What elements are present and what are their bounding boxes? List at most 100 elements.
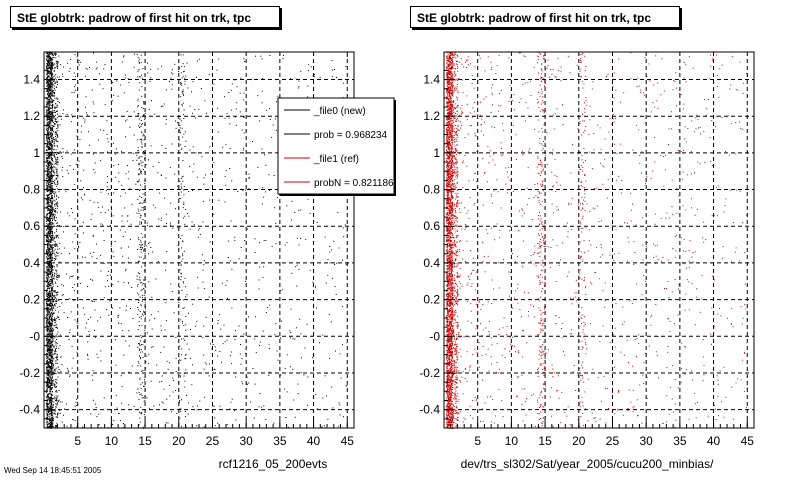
data-point <box>143 294 145 296</box>
data-point <box>48 407 50 409</box>
data-point <box>133 111 135 113</box>
data-point <box>50 231 51 233</box>
data-point <box>448 410 450 412</box>
data-point <box>52 154 54 156</box>
data-point <box>49 171 51 173</box>
data-point <box>189 149 191 151</box>
data-point <box>74 54 76 56</box>
data-point <box>51 341 53 343</box>
data-point <box>46 197 48 199</box>
data-point <box>184 357 186 359</box>
data-point <box>306 404 308 406</box>
data-point <box>217 355 219 357</box>
data-point <box>53 172 55 173</box>
data-point <box>76 101 78 103</box>
data-point <box>47 129 49 131</box>
data-point <box>46 59 48 61</box>
data-point <box>46 122 48 124</box>
data-point <box>49 196 51 198</box>
data-point <box>51 150 52 152</box>
data-point <box>115 176 117 178</box>
data-point <box>62 166 64 168</box>
data-point <box>52 426 54 428</box>
data-point <box>47 72 49 74</box>
data-point <box>49 303 51 305</box>
data-point <box>48 226 50 228</box>
data-point <box>49 60 51 62</box>
data-point <box>92 153 94 155</box>
data-point <box>46 53 48 54</box>
data-point <box>48 119 49 120</box>
data-point <box>336 262 338 264</box>
data-point <box>58 311 59 313</box>
data-point <box>121 150 122 152</box>
data-point <box>51 374 53 376</box>
data-point <box>46 71 48 73</box>
data-point <box>185 296 187 298</box>
data-point <box>51 269 53 271</box>
data-point <box>65 191 67 193</box>
data-point <box>175 390 177 391</box>
data-point <box>48 231 50 233</box>
data-point <box>191 221 193 223</box>
data-point <box>53 373 54 375</box>
data-point <box>57 123 59 125</box>
data-point <box>46 114 48 116</box>
data-point <box>54 353 55 355</box>
data-point <box>57 183 59 185</box>
data-point <box>185 358 187 360</box>
data-point <box>198 58 200 60</box>
data-point <box>53 258 55 259</box>
data-point <box>49 407 50 409</box>
data-point <box>51 101 53 103</box>
data-point <box>46 232 48 234</box>
data-point <box>50 365 52 367</box>
data-point <box>143 340 145 342</box>
data-point <box>71 276 73 277</box>
data-point <box>50 208 52 210</box>
data-point <box>182 299 184 301</box>
data-point <box>248 173 250 175</box>
data-point <box>46 397 48 398</box>
data-point <box>48 271 50 273</box>
data-point <box>46 389 48 391</box>
data-point <box>46 168 48 170</box>
data-point <box>51 257 53 259</box>
data-point <box>51 239 53 241</box>
data-point <box>47 281 49 283</box>
data-point <box>52 285 54 287</box>
data-point <box>260 55 262 57</box>
data-point <box>89 144 90 146</box>
data-point <box>46 322 48 324</box>
data-point <box>138 399 140 400</box>
data-point <box>49 366 51 368</box>
data-point <box>49 305 50 307</box>
data-point <box>280 290 281 292</box>
data-point <box>49 381 51 383</box>
data-point <box>61 295 63 297</box>
data-point <box>51 302 53 304</box>
data-point <box>48 340 50 342</box>
data-point <box>178 226 180 228</box>
data-point <box>50 175 52 176</box>
data-point <box>96 67 98 69</box>
data-point <box>55 290 56 292</box>
data-point <box>336 76 337 78</box>
data-point <box>54 194 55 196</box>
data-point <box>50 177 52 179</box>
data-point <box>48 218 50 220</box>
data-point <box>48 374 50 376</box>
data-point <box>50 323 52 325</box>
data-point <box>141 95 143 97</box>
data-point <box>48 318 50 320</box>
data-point <box>47 168 48 170</box>
data-point <box>219 405 221 407</box>
data-point <box>126 220 128 222</box>
data-point <box>50 78 52 79</box>
data-point <box>47 263 49 265</box>
data-point <box>51 169 53 171</box>
data-point <box>52 171 54 173</box>
data-point <box>307 198 309 200</box>
data-point <box>139 355 141 357</box>
data-point <box>95 407 97 408</box>
